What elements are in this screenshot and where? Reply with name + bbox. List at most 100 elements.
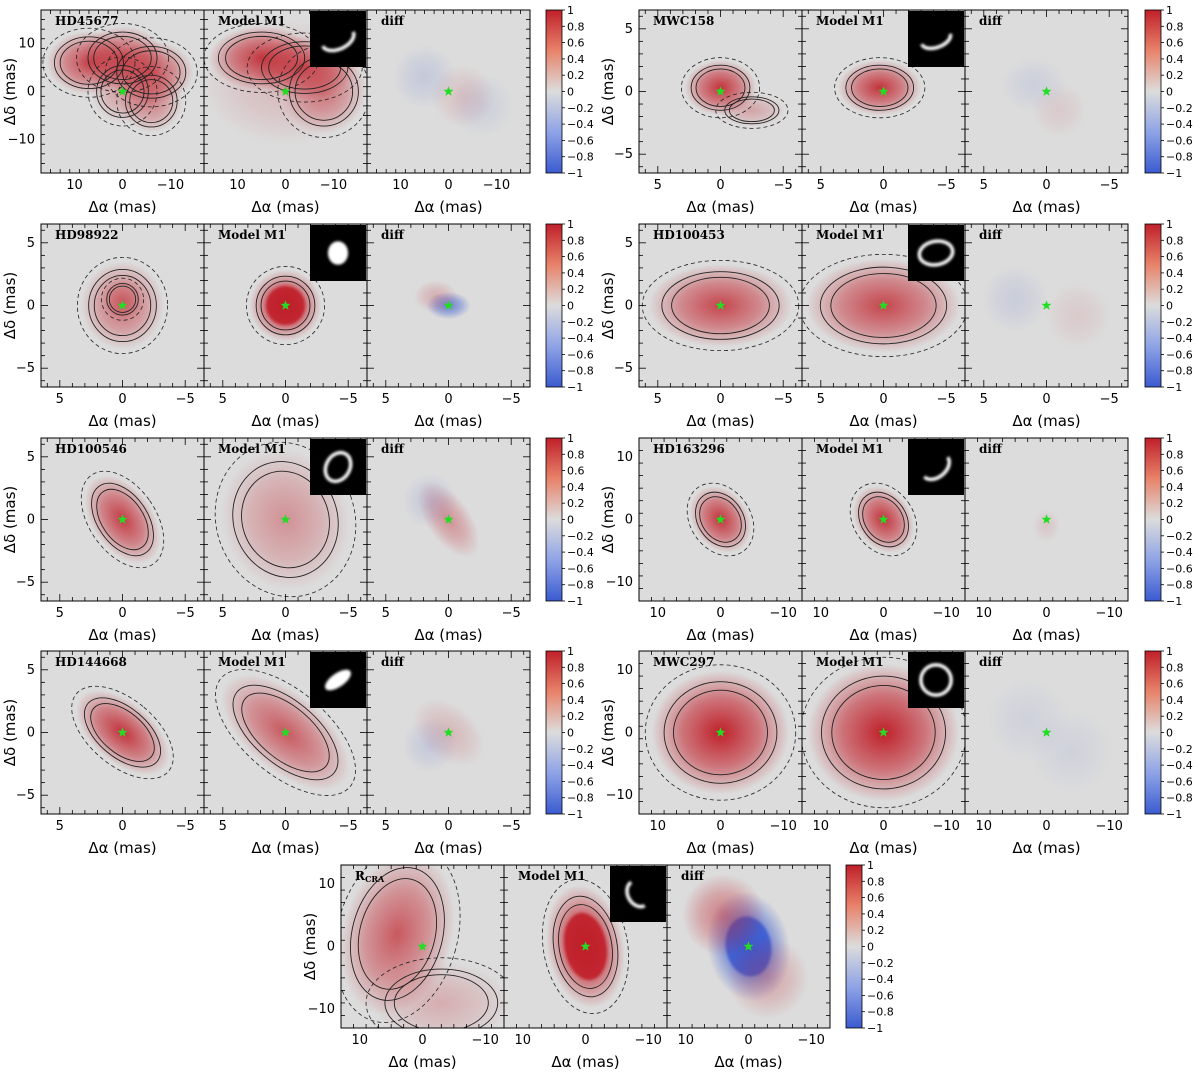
x-tick-label: 10 <box>976 819 993 834</box>
observed-contour <box>671 276 770 335</box>
diff-title: diff <box>979 228 1003 242</box>
observed-emission-component <box>718 93 785 127</box>
x-axis-label: Δα (mas) <box>88 626 156 644</box>
axis-ticks <box>41 224 204 387</box>
colorbar-tick-label: 0.2 <box>567 710 585 723</box>
model-title: Model M1 <box>218 228 286 242</box>
x-axis-label: Δα (mas) <box>414 198 482 216</box>
colorbar-tick-label: 0.6 <box>867 892 885 905</box>
x-axis-label: Δα (mas) <box>251 198 319 216</box>
x-tick-label: −5 <box>339 392 358 407</box>
star-marker <box>443 514 454 524</box>
panel-group-hd144668: 5 0 −5 Δα (mas) 5 0 −5 Δδ (mas) HD144668 5 0 −5 Δα (… <box>1 645 594 857</box>
colorbar-tick-label: −0.8 <box>1166 365 1193 378</box>
x-axis-label: Δα (mas) <box>1012 198 1080 216</box>
diff-title: diff <box>381 442 405 456</box>
colorbar-tick-label: 0.4 <box>567 267 585 280</box>
x-axis-label: Δα (mas) <box>388 1053 456 1071</box>
observed-contour <box>393 974 489 1028</box>
diff-title: diff <box>979 442 1003 456</box>
star-marker <box>117 514 128 524</box>
colorbar-tick-label: 1 <box>567 218 574 231</box>
y-axis-label: Δδ (mas) <box>1 699 19 767</box>
y-tick-label: 0 <box>27 726 35 741</box>
colorbar-tick-label: 0.6 <box>567 37 585 50</box>
y-axis-label: Δδ (mas) <box>599 486 617 554</box>
colorbar <box>545 9 563 174</box>
x-tick-label: 10 <box>976 606 993 621</box>
observed-contour-dashed <box>116 66 187 137</box>
x-axis-label: Δα (mas) <box>251 412 319 430</box>
star-marker <box>443 727 454 737</box>
x-axis-label: Δα (mas) <box>414 839 482 857</box>
star-marker <box>117 86 128 96</box>
colorbar-tick-label: 0.4 <box>567 53 585 66</box>
model-title: Model M1 <box>816 228 884 242</box>
star-marker <box>580 941 591 951</box>
colorbar-tick-label: −0.4 <box>567 332 594 345</box>
x-axis-label: Δα (mas) <box>714 1053 782 1071</box>
observed-contour <box>96 488 149 551</box>
axis-ticks <box>639 10 802 173</box>
colorbar-tick-label: −0.6 <box>567 775 594 788</box>
x-tick-label: 0 <box>879 819 887 834</box>
colorbar-tick-label: −0.4 <box>567 546 594 559</box>
axis-ticks <box>367 651 530 814</box>
colorbar-tick-label: −1 <box>567 167 583 180</box>
y-axis-label: Δδ (mas) <box>1 486 19 554</box>
observed-contour-dashed <box>42 27 136 98</box>
title-subscript: CRA <box>365 874 385 884</box>
y-tick-label: 0 <box>625 513 633 528</box>
y-tick-label: 0 <box>27 299 35 314</box>
x-tick-label: 10 <box>813 819 830 834</box>
observed-contour <box>695 68 746 107</box>
star-marker <box>1041 514 1052 524</box>
y-tick-label: 0 <box>625 726 633 741</box>
x-tick-label: −10 <box>932 606 959 621</box>
model-contour <box>260 280 311 331</box>
colorbar-tick-label: −0.6 <box>1166 562 1193 575</box>
axis-ticks <box>639 224 802 387</box>
inset-arc <box>923 456 951 482</box>
observed-contour <box>122 50 181 95</box>
model-contour <box>552 895 619 998</box>
observed-title: HD98922 <box>55 228 119 242</box>
colorbar <box>1144 9 1162 174</box>
colorbar-tick-label: −1 <box>567 808 583 821</box>
observed-contour <box>106 282 139 316</box>
x-tick-label: 0 <box>418 1033 426 1048</box>
star-marker <box>280 514 291 524</box>
observed-contour-dashed <box>715 91 789 129</box>
colorbar-tick-label: 0.8 <box>567 20 585 33</box>
observed-contour-dashed <box>365 957 504 1028</box>
x-tick-label: −10 <box>932 819 959 834</box>
panel-group-mwc158: 5 0 −5 Δα (mas) 5 0 −5 Δδ (mas) MWC158 5 0 −5 Δα (ma… <box>599 4 1193 216</box>
colorbar-tick-label: −0.8 <box>867 1006 894 1019</box>
colorbar-tick-label: 0.8 <box>1166 234 1184 247</box>
diff-emission-component <box>682 873 765 957</box>
x-tick-label: 0 <box>716 819 724 834</box>
inset-arc <box>625 880 646 909</box>
colorbar-tick-label: 0 <box>1166 727 1173 740</box>
x-tick-label: −5 <box>502 819 521 834</box>
colorbar-tick-label: 0.6 <box>1166 37 1184 50</box>
model-title: Model M1 <box>518 869 586 883</box>
colorbar-tick-label: −1 <box>1166 167 1182 180</box>
model-image-inset <box>610 866 666 922</box>
model-contour <box>830 273 937 338</box>
colorbar-tick-label: −0.8 <box>567 365 594 378</box>
x-tick-label: 10 <box>66 178 83 193</box>
star-marker <box>715 300 726 310</box>
colorbar-tick-label: 1 <box>1166 432 1173 445</box>
colorbar-tick-label: 1 <box>567 432 574 445</box>
x-tick-label: 10 <box>650 606 667 621</box>
colorbar-tick-label: 0.6 <box>567 251 585 264</box>
y-tick-label: 0 <box>625 299 633 314</box>
model-contour-dashed <box>246 32 363 103</box>
model-contour <box>858 491 909 548</box>
model-image-inset <box>908 11 964 67</box>
star-marker <box>117 727 128 737</box>
x-tick-label: 10 <box>392 178 409 193</box>
model-contour <box>232 461 339 578</box>
